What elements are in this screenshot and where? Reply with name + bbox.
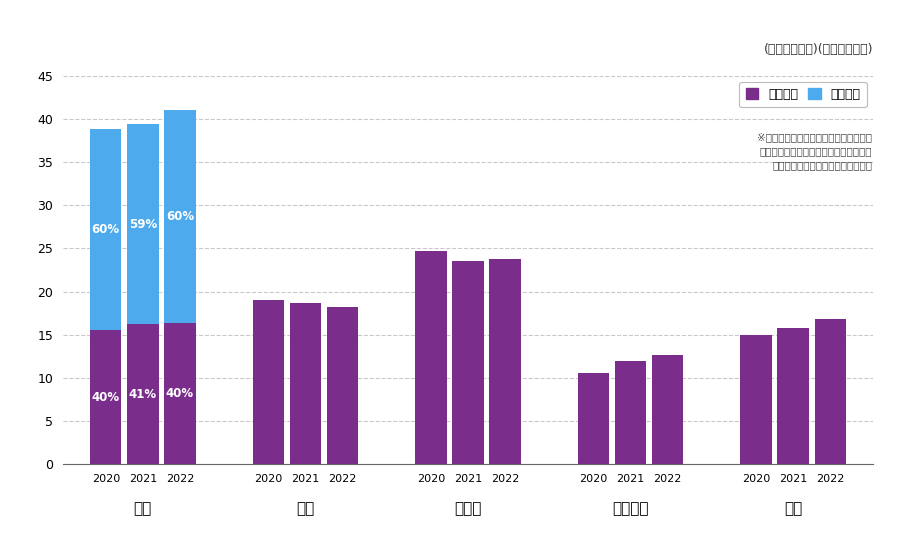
Bar <box>90 129 122 330</box>
Legend: 現金報酬, 株式報酬: 現金報酬, 株式報酬 <box>739 82 867 107</box>
Bar <box>127 325 158 464</box>
Bar <box>652 355 683 464</box>
Text: 40%: 40% <box>166 387 194 400</box>
Bar <box>127 124 158 325</box>
Text: 60%: 60% <box>166 210 194 223</box>
Text: ドイツ: ドイツ <box>454 501 482 516</box>
Text: ※社外取締役に対して、一般的に株式報
酬が導入されている米国のみについて、
中央値ベースの内訳を表示している: ※社外取締役に対して、一般的に株式報 酬が導入されている米国のみについて、 中央… <box>757 132 872 170</box>
Text: 米国: 米国 <box>134 501 152 516</box>
Bar <box>327 307 358 464</box>
Bar <box>290 303 321 464</box>
Bar <box>615 361 646 464</box>
Text: 英国: 英国 <box>296 501 315 516</box>
Text: 60%: 60% <box>92 224 120 237</box>
Bar <box>164 110 195 323</box>
Bar <box>415 251 446 464</box>
Text: (中央値ベース)(単位：百万円): (中央値ベース)(単位：百万円) <box>763 43 873 56</box>
Bar <box>253 300 284 464</box>
Text: 59%: 59% <box>129 218 157 231</box>
Text: 日本: 日本 <box>784 501 802 516</box>
Bar <box>578 373 609 464</box>
Bar <box>90 330 122 464</box>
Bar <box>778 328 809 464</box>
Bar <box>453 261 483 464</box>
Text: 40%: 40% <box>92 391 120 404</box>
Bar <box>490 259 521 464</box>
Text: 41%: 41% <box>129 388 157 401</box>
Text: フランス: フランス <box>612 501 649 516</box>
Bar <box>741 335 772 464</box>
Bar <box>814 319 846 464</box>
Bar <box>164 323 195 464</box>
